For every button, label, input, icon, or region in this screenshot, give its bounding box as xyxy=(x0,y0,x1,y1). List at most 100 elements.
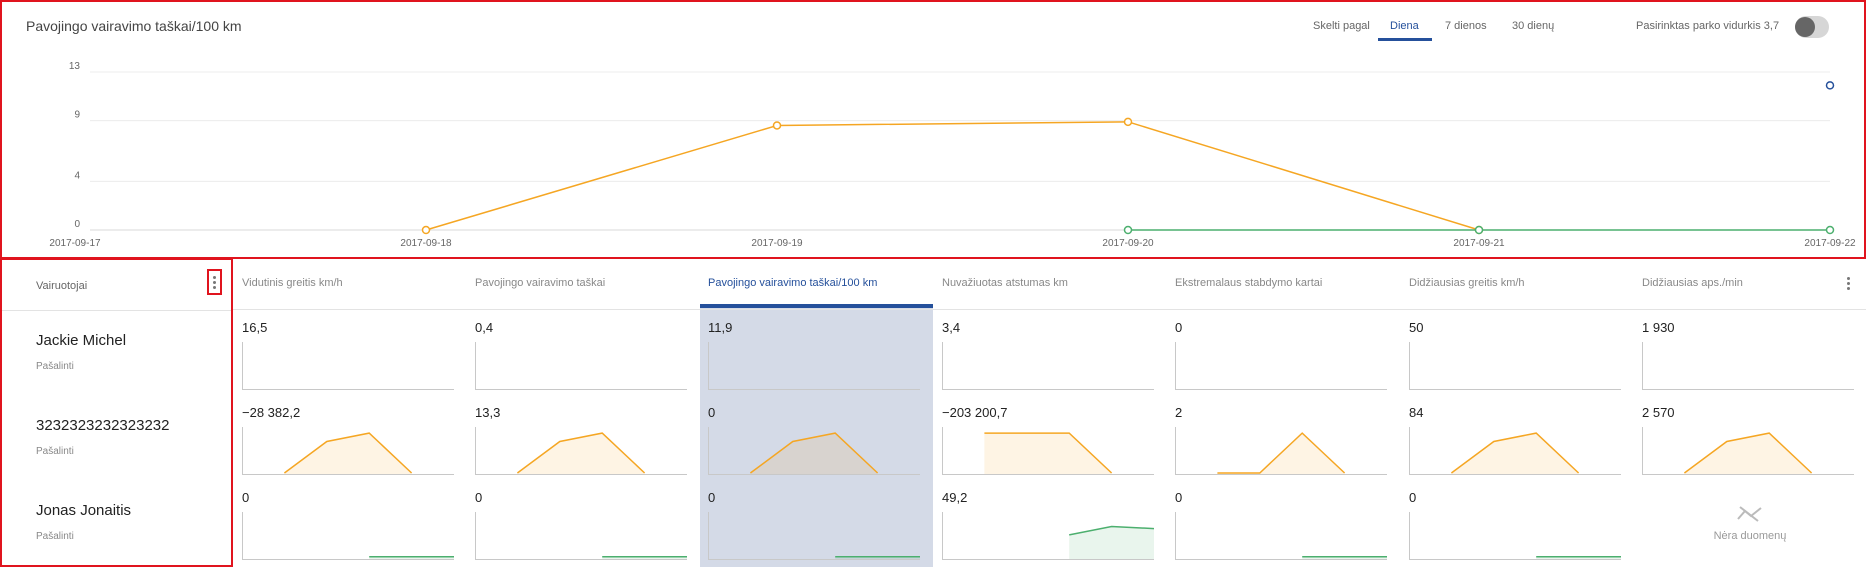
active-column-indicator xyxy=(700,304,933,308)
data-point xyxy=(1123,225,1133,235)
driver-name: Jackie Michel xyxy=(36,332,127,349)
sparkline-axis xyxy=(475,427,687,475)
sparkline-line xyxy=(1069,525,1154,536)
metric-value: −28 382,2 xyxy=(242,405,301,420)
remove-driver-link[interactable]: Pašalinti xyxy=(36,446,74,457)
sparkline-area xyxy=(984,433,1112,474)
metric-value: −203 200,7 xyxy=(942,405,1008,420)
sparkline-axis xyxy=(942,512,1154,560)
column-dangerous-points[interactable]: Pavojingo vairavimo taškai xyxy=(475,277,606,289)
park-average-label: Pasirinktas parko vidurkis 3,7 xyxy=(1636,20,1780,32)
sparkline-axis xyxy=(1642,427,1854,475)
no-data-chart-icon xyxy=(1737,506,1762,522)
tab-day[interactable]: Diena xyxy=(1390,20,1419,32)
sparkline-area xyxy=(1069,526,1154,559)
sparkline-axis xyxy=(1175,427,1387,475)
remove-driver-link[interactable]: Pašalinti xyxy=(36,531,74,542)
sparkline xyxy=(1409,512,1621,560)
sparkline-axis xyxy=(242,342,454,390)
sparkline-axis xyxy=(475,512,687,560)
data-point xyxy=(1825,81,1835,90)
column-avg-speed[interactable]: Vidutinis greitis km/h xyxy=(242,277,343,289)
drivers-menu-button[interactable] xyxy=(207,269,222,295)
metric-value: 2 570 xyxy=(1642,405,1675,420)
column-dangerous-points-per-100km[interactable]: Pavojingo vairavimo taškai/100 km xyxy=(708,277,878,289)
sparkline-axis xyxy=(1409,342,1621,390)
column-hard-braking[interactable]: Ekstremalaus stabdymo kartai xyxy=(1175,277,1323,289)
column-max-speed[interactable]: Didžiausias greitis km/h xyxy=(1409,277,1525,289)
metric-value: 0 xyxy=(1175,320,1183,335)
y-axis-ticks: 0 4 9 13 xyxy=(69,61,81,230)
metric-value: 11,9 xyxy=(708,320,733,335)
data-point xyxy=(1474,225,1484,235)
data-point xyxy=(1825,225,1835,235)
sparkline-line xyxy=(1683,432,1813,474)
metric-value: 1 930 xyxy=(1642,320,1675,335)
y-tick-label: 0 xyxy=(74,219,80,230)
tab-7-days[interactable]: 7 dienos xyxy=(1445,20,1487,32)
kebab-dot-icon xyxy=(213,275,216,279)
sparkline xyxy=(1409,427,1621,475)
metric-value: 2 xyxy=(1175,405,1183,420)
driver-row-3232323232323232[interactable]: 3232323232323232 Pašalinti xyxy=(36,417,169,457)
data-point xyxy=(1123,117,1133,127)
sparkline-axis xyxy=(1409,427,1621,475)
driver-name: Jonas Jonaitis xyxy=(36,502,132,519)
sparkline-line xyxy=(1450,432,1580,474)
sparkline-area xyxy=(517,433,645,474)
metrics-menu-button[interactable] xyxy=(1843,272,1853,294)
sparkline xyxy=(708,427,920,475)
metric-value: 0 xyxy=(242,490,250,505)
sparkline xyxy=(1175,427,1387,475)
sparkline-axis xyxy=(708,427,920,475)
sparkline-axis xyxy=(242,427,454,475)
metric-value: 3,4 xyxy=(942,320,961,335)
sparkline xyxy=(242,427,454,475)
sparkline xyxy=(242,512,454,560)
sparkline xyxy=(242,342,454,390)
metric-value: 0,4 xyxy=(475,320,494,335)
no-data-cell: Nėra duomenų xyxy=(1710,505,1790,542)
sparkline-area xyxy=(284,433,412,474)
sparkline-line xyxy=(1217,432,1346,474)
park-average-toggle[interactable] xyxy=(1795,16,1829,38)
kebab-dot-icon xyxy=(213,285,216,289)
remove-driver-link[interactable]: Pašalinti xyxy=(36,361,74,372)
drivers-panel: Vairuotojai Jackie Michel Pašalinti 3232… xyxy=(0,258,233,567)
x-tick-label: 2017-09-21 xyxy=(1453,238,1505,249)
metric-value: 49,2 xyxy=(942,490,968,505)
column-max-rpm[interactable]: Didžiausias aps./min xyxy=(1642,277,1743,289)
sparkline-axis xyxy=(1409,512,1621,560)
sparkline xyxy=(475,342,687,390)
metric-value: 0 xyxy=(475,490,483,505)
tab-30-days[interactable]: 30 dienų xyxy=(1512,20,1555,32)
driver-row-jackie-michel[interactable]: Jackie Michel Pašalinti xyxy=(36,332,126,372)
metric-value: 13,3 xyxy=(475,405,501,420)
kebab-dot-icon xyxy=(1846,286,1850,290)
sparkline-axis xyxy=(1175,512,1387,560)
chart-title: Pavojingo vairavimo taškai/100 km xyxy=(26,18,242,34)
metrics-header: Vidutinis greitis km/h Pavojingo vairavi… xyxy=(233,260,1866,310)
sparkline xyxy=(942,342,1154,390)
metric-value: 50 xyxy=(1409,320,1424,335)
sparkline xyxy=(708,342,920,390)
metric-value: 0 xyxy=(1175,490,1183,505)
sparkline-line xyxy=(984,432,1113,474)
y-tick-label: 4 xyxy=(74,170,80,181)
sparkline-axis xyxy=(475,342,687,390)
tab-split-by[interactable]: Skelti pagal xyxy=(1313,20,1370,32)
sparkline-area xyxy=(1684,433,1812,474)
metric-value: 0 xyxy=(708,490,716,505)
sparkline xyxy=(1409,342,1621,390)
kebab-dot-icon xyxy=(213,280,216,284)
series-line xyxy=(425,121,1480,231)
driver-name: 3232323232323232 xyxy=(36,417,170,434)
x-tick-label: 2017-09-19 xyxy=(751,238,803,249)
metric-value: 16,5 xyxy=(242,320,268,335)
sparkline-axis xyxy=(1642,342,1854,390)
column-distance[interactable]: Nuvažiuotas atstumas km xyxy=(942,277,1068,289)
x-tick-label: 2017-09-20 xyxy=(1102,238,1154,249)
driver-row-jonas-jonaitis[interactable]: Jonas Jonaitis Pašalinti xyxy=(36,502,131,542)
sparkline xyxy=(942,512,1154,560)
